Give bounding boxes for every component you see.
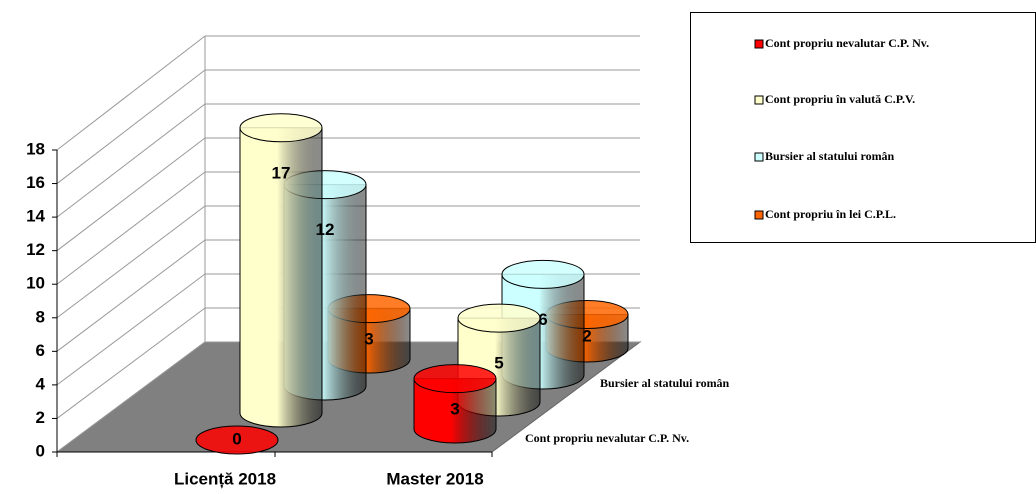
legend-swatch [754, 39, 764, 49]
grid-line [56, 205, 206, 319]
depth-label: Bursier al statului român [600, 376, 730, 390]
x-tick-label: Licență 2018 [174, 469, 276, 488]
legend-box [690, 12, 1036, 243]
x-tick-label: Master 2018 [386, 469, 483, 488]
cylinder-body [413, 378, 497, 444]
grid-line [56, 307, 206, 419]
cylinder-top [413, 364, 497, 394]
cylinder-body [239, 127, 323, 428]
data-label: 0 [232, 429, 241, 448]
y-tick-label: 14 [26, 207, 45, 226]
cylinder [239, 113, 323, 428]
y-tick-label: 18 [26, 139, 45, 158]
grid-line [56, 239, 206, 352]
data-label: 3 [364, 329, 373, 348]
cylinder-top [501, 259, 585, 289]
y-tick-label: 10 [26, 274, 45, 293]
data-label: 3 [450, 399, 459, 418]
grid-line [56, 137, 206, 252]
grid-line [56, 35, 206, 151]
y-tick-label: 4 [36, 374, 46, 393]
y-tick-label: 8 [36, 307, 45, 326]
cylinder-top [195, 425, 279, 455]
grid-line [56, 171, 206, 285]
y-tick-label: 0 [36, 441, 45, 460]
data-label: 17 [272, 163, 291, 182]
legend-swatch [754, 152, 764, 162]
grid-line [56, 341, 206, 453]
legend-label: Cont propriu în lei C.P.L. [765, 207, 896, 221]
grid-line [56, 103, 206, 218]
legend-swatch [754, 210, 764, 220]
data-label: 2 [582, 327, 591, 346]
y-tick-label: 6 [36, 341, 45, 360]
legend-swatch [754, 95, 764, 105]
data-label: 5 [494, 354, 503, 373]
legend-label: Cont propriu în valută C.P.V. [765, 92, 915, 106]
y-tick-label: 12 [26, 240, 45, 259]
depth-label: Cont propriu nevalutar C.P. Nv. [525, 431, 689, 445]
cylinder [413, 364, 497, 444]
legend-label: Bursier al statului român [765, 149, 895, 163]
cylinder-top [239, 113, 323, 143]
grid-line [56, 69, 206, 184]
y-tick-label: 16 [26, 173, 45, 192]
cylinder [195, 425, 279, 455]
data-label: 6 [538, 310, 547, 329]
legend-label: Cont propriu nevalutar C.P. Nv. [765, 36, 929, 50]
cylinder-top [457, 303, 541, 333]
grid-line [56, 273, 206, 386]
y-tick-label: 2 [36, 408, 45, 427]
